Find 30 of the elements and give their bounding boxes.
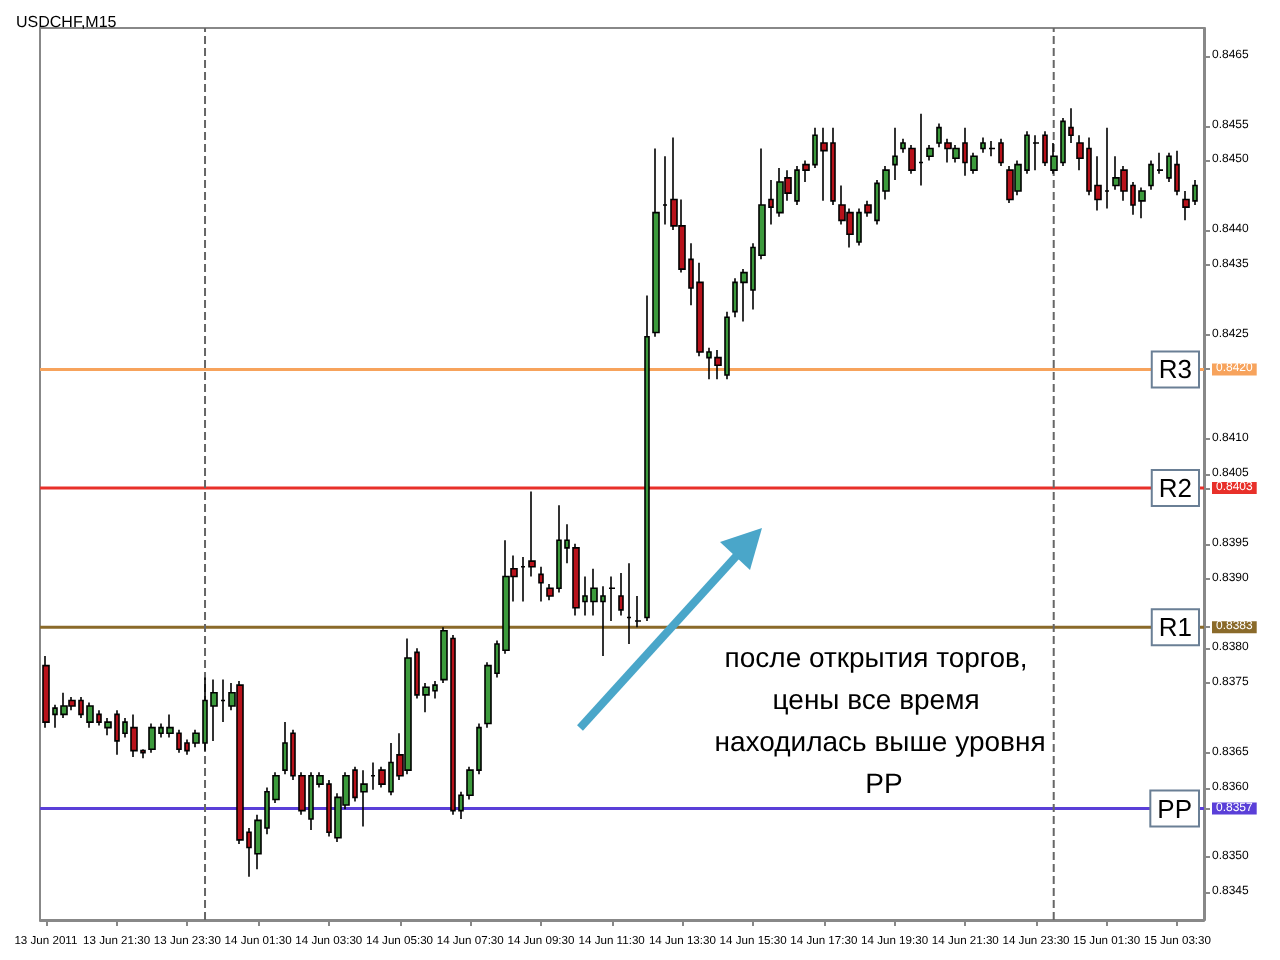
- candlestick: [820, 126, 828, 202]
- candlestick: [404, 637, 412, 776]
- candlestick: [644, 294, 650, 622]
- candlestick: [776, 167, 784, 218]
- candlestick: [86, 701, 94, 729]
- candlestick: [988, 140, 996, 158]
- candlestick: [1138, 186, 1146, 220]
- candlestick: [608, 575, 616, 622]
- chart-title: USDCHF,M15: [16, 13, 118, 31]
- candlestick: [538, 565, 544, 603]
- candlestick: [1032, 134, 1040, 171]
- candlestick: [618, 572, 624, 617]
- candlestick: [1174, 149, 1180, 197]
- candlestick: [634, 595, 642, 629]
- candlestick: [42, 655, 50, 729]
- candlestick: [626, 562, 632, 645]
- candlestick: [926, 144, 934, 162]
- annotation: после открытия торгов, цены все время находилась выше уровня PP: [714, 641, 1046, 799]
- candlestick: [652, 147, 660, 338]
- candlestick: [130, 713, 138, 758]
- candlestick: [360, 769, 368, 828]
- candlestick: [1006, 165, 1014, 204]
- candlestick: [892, 126, 898, 181]
- ref-line-label: R1: [1158, 612, 1192, 643]
- ref-line-label: R3: [1158, 354, 1192, 385]
- ref-line-label: PP: [1157, 793, 1192, 824]
- candlestick: [282, 721, 288, 776]
- candlestick: [148, 722, 156, 754]
- ref-line-label: R2: [1158, 472, 1192, 503]
- candlestick: [68, 696, 76, 712]
